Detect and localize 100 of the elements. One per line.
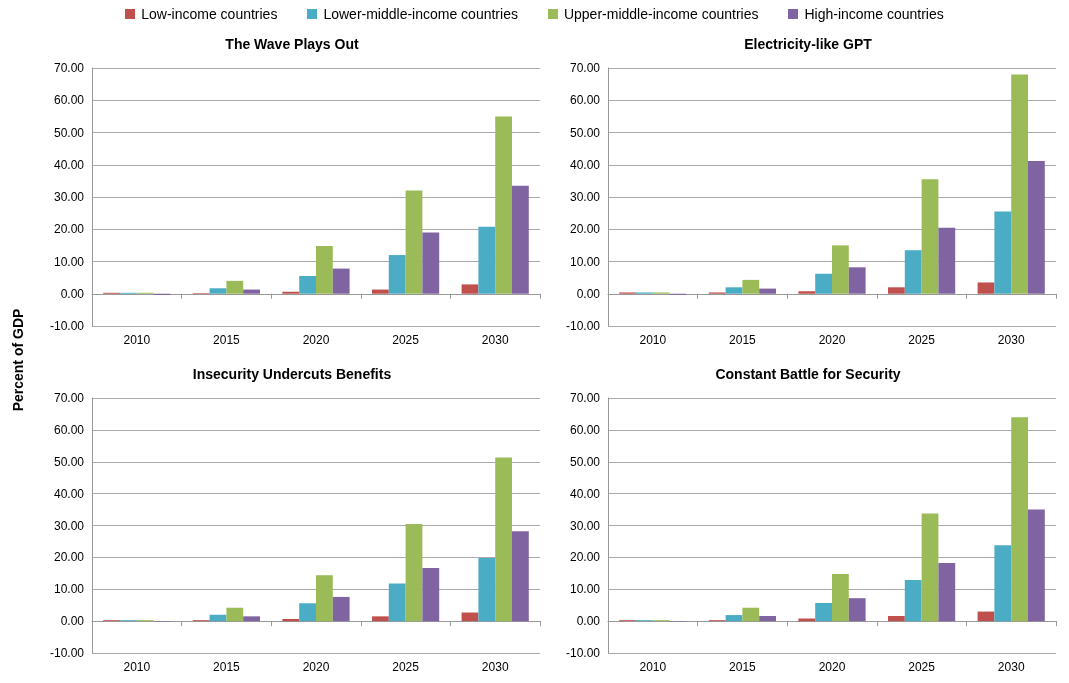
y-tick-label: 70.00 <box>53 391 85 405</box>
bar <box>512 185 529 294</box>
y-tick-label: -10.00 <box>49 646 85 660</box>
y-tick-label: 10.00 <box>569 582 601 597</box>
x-tick-label: 2030 <box>481 333 509 347</box>
bar <box>1011 74 1028 294</box>
y-tick-label: 20.00 <box>53 222 85 237</box>
bar <box>921 513 939 622</box>
x-tick-label: 2015 <box>213 660 241 674</box>
x-tick-label: 2030 <box>997 333 1025 347</box>
y-tick-label: 50.00 <box>53 454 85 469</box>
x-tick-label: 2010 <box>123 660 151 674</box>
y-tick-label: 70.00 <box>569 391 601 405</box>
bar <box>282 618 300 622</box>
bar <box>372 616 389 622</box>
y-tick-label: 40.00 <box>53 486 85 501</box>
bar <box>725 287 743 294</box>
x-tick-label: 2030 <box>481 660 509 674</box>
legend-label: Low-income countries <box>141 6 278 22</box>
bar <box>332 268 350 294</box>
y-tick-label: 50.00 <box>569 125 601 140</box>
x-tick-label: 2020 <box>302 333 330 347</box>
chart-title: Electricity-like GPT <box>744 36 873 52</box>
bar <box>243 616 260 622</box>
bar <box>226 280 244 294</box>
legend-label: Lower-middle-income countries <box>323 6 518 22</box>
y-tick-label: 60.00 <box>569 93 601 108</box>
y-tick-label: 20.00 <box>569 222 601 237</box>
x-tick-label: 2015 <box>729 333 757 347</box>
chart-title: Constant Battle for Security <box>715 366 901 382</box>
y-tick-label: 30.00 <box>569 518 601 533</box>
y-axis-title: Percent of GDP <box>10 308 26 412</box>
bar <box>372 289 389 294</box>
bar <box>1011 417 1028 622</box>
y-tick-label: 20.00 <box>53 550 85 565</box>
y-tick-label: 60.00 <box>53 93 85 108</box>
bar <box>759 616 776 622</box>
bar <box>815 602 832 622</box>
y-tick-label: 50.00 <box>53 125 85 140</box>
y-tick-label: 0.00 <box>576 286 601 301</box>
bar <box>209 614 227 622</box>
y-tick-label: -10.00 <box>565 646 601 660</box>
bar <box>1028 160 1045 294</box>
bar <box>994 545 1012 622</box>
y-tick-label: 30.00 <box>53 190 85 204</box>
y-tick-label: 70.00 <box>53 61 85 75</box>
bar <box>209 288 227 294</box>
legend-label: High-income countries <box>804 6 944 22</box>
y-tick-label: 0.00 <box>576 614 601 629</box>
y-tick-label: 0.00 <box>60 614 85 629</box>
x-tick-label: 2025 <box>908 333 936 347</box>
bar <box>226 607 244 622</box>
x-tick-label: 2030 <box>997 660 1025 674</box>
bar <box>888 616 905 622</box>
x-tick-label: 2010 <box>123 333 151 347</box>
bar <box>888 287 905 294</box>
y-tick-label: 60.00 <box>569 422 601 437</box>
bar <box>725 615 743 622</box>
bar <box>832 245 849 294</box>
bar <box>904 250 922 294</box>
bar <box>405 523 423 622</box>
chart-title: The Wave Plays Out <box>225 36 359 52</box>
y-tick-label: -10.00 <box>565 319 601 333</box>
bar <box>977 282 995 294</box>
bar <box>921 179 939 294</box>
x-tick-label: 2025 <box>392 660 420 674</box>
y-tick-label: 10.00 <box>53 254 85 269</box>
bar <box>742 607 760 622</box>
bar <box>938 227 956 294</box>
y-tick-label: 10.00 <box>569 254 601 269</box>
y-tick-label: 20.00 <box>569 550 601 565</box>
bar <box>904 580 922 622</box>
bar <box>1028 509 1045 622</box>
bar <box>742 279 760 294</box>
bar <box>495 116 512 294</box>
legend-label: Upper-middle-income countries <box>563 6 759 22</box>
x-tick-label: 2025 <box>908 660 936 674</box>
bar <box>495 457 512 622</box>
bar <box>388 255 406 294</box>
x-tick-label: 2020 <box>302 660 330 674</box>
x-tick-label: 2020 <box>818 333 846 347</box>
chart-title: Insecurity Undercuts Benefits <box>192 366 392 382</box>
bar <box>316 246 333 294</box>
bar <box>422 567 440 622</box>
y-tick-label: 10.00 <box>53 582 85 597</box>
y-tick-label: 40.00 <box>53 157 85 172</box>
bar <box>461 284 479 294</box>
x-tick-label: 2020 <box>818 660 846 674</box>
bar <box>422 232 440 294</box>
bar <box>478 558 496 622</box>
y-tick-label: 30.00 <box>53 518 85 533</box>
y-tick-label: 0.00 <box>60 286 85 301</box>
x-tick-label: 2010 <box>639 333 667 347</box>
bar <box>798 291 816 294</box>
x-tick-label: 2010 <box>639 660 667 674</box>
y-tick-label: 50.00 <box>569 454 601 469</box>
y-tick-label: -10.00 <box>49 319 85 333</box>
bar <box>388 583 406 622</box>
bar <box>848 267 866 294</box>
bar <box>299 603 316 622</box>
